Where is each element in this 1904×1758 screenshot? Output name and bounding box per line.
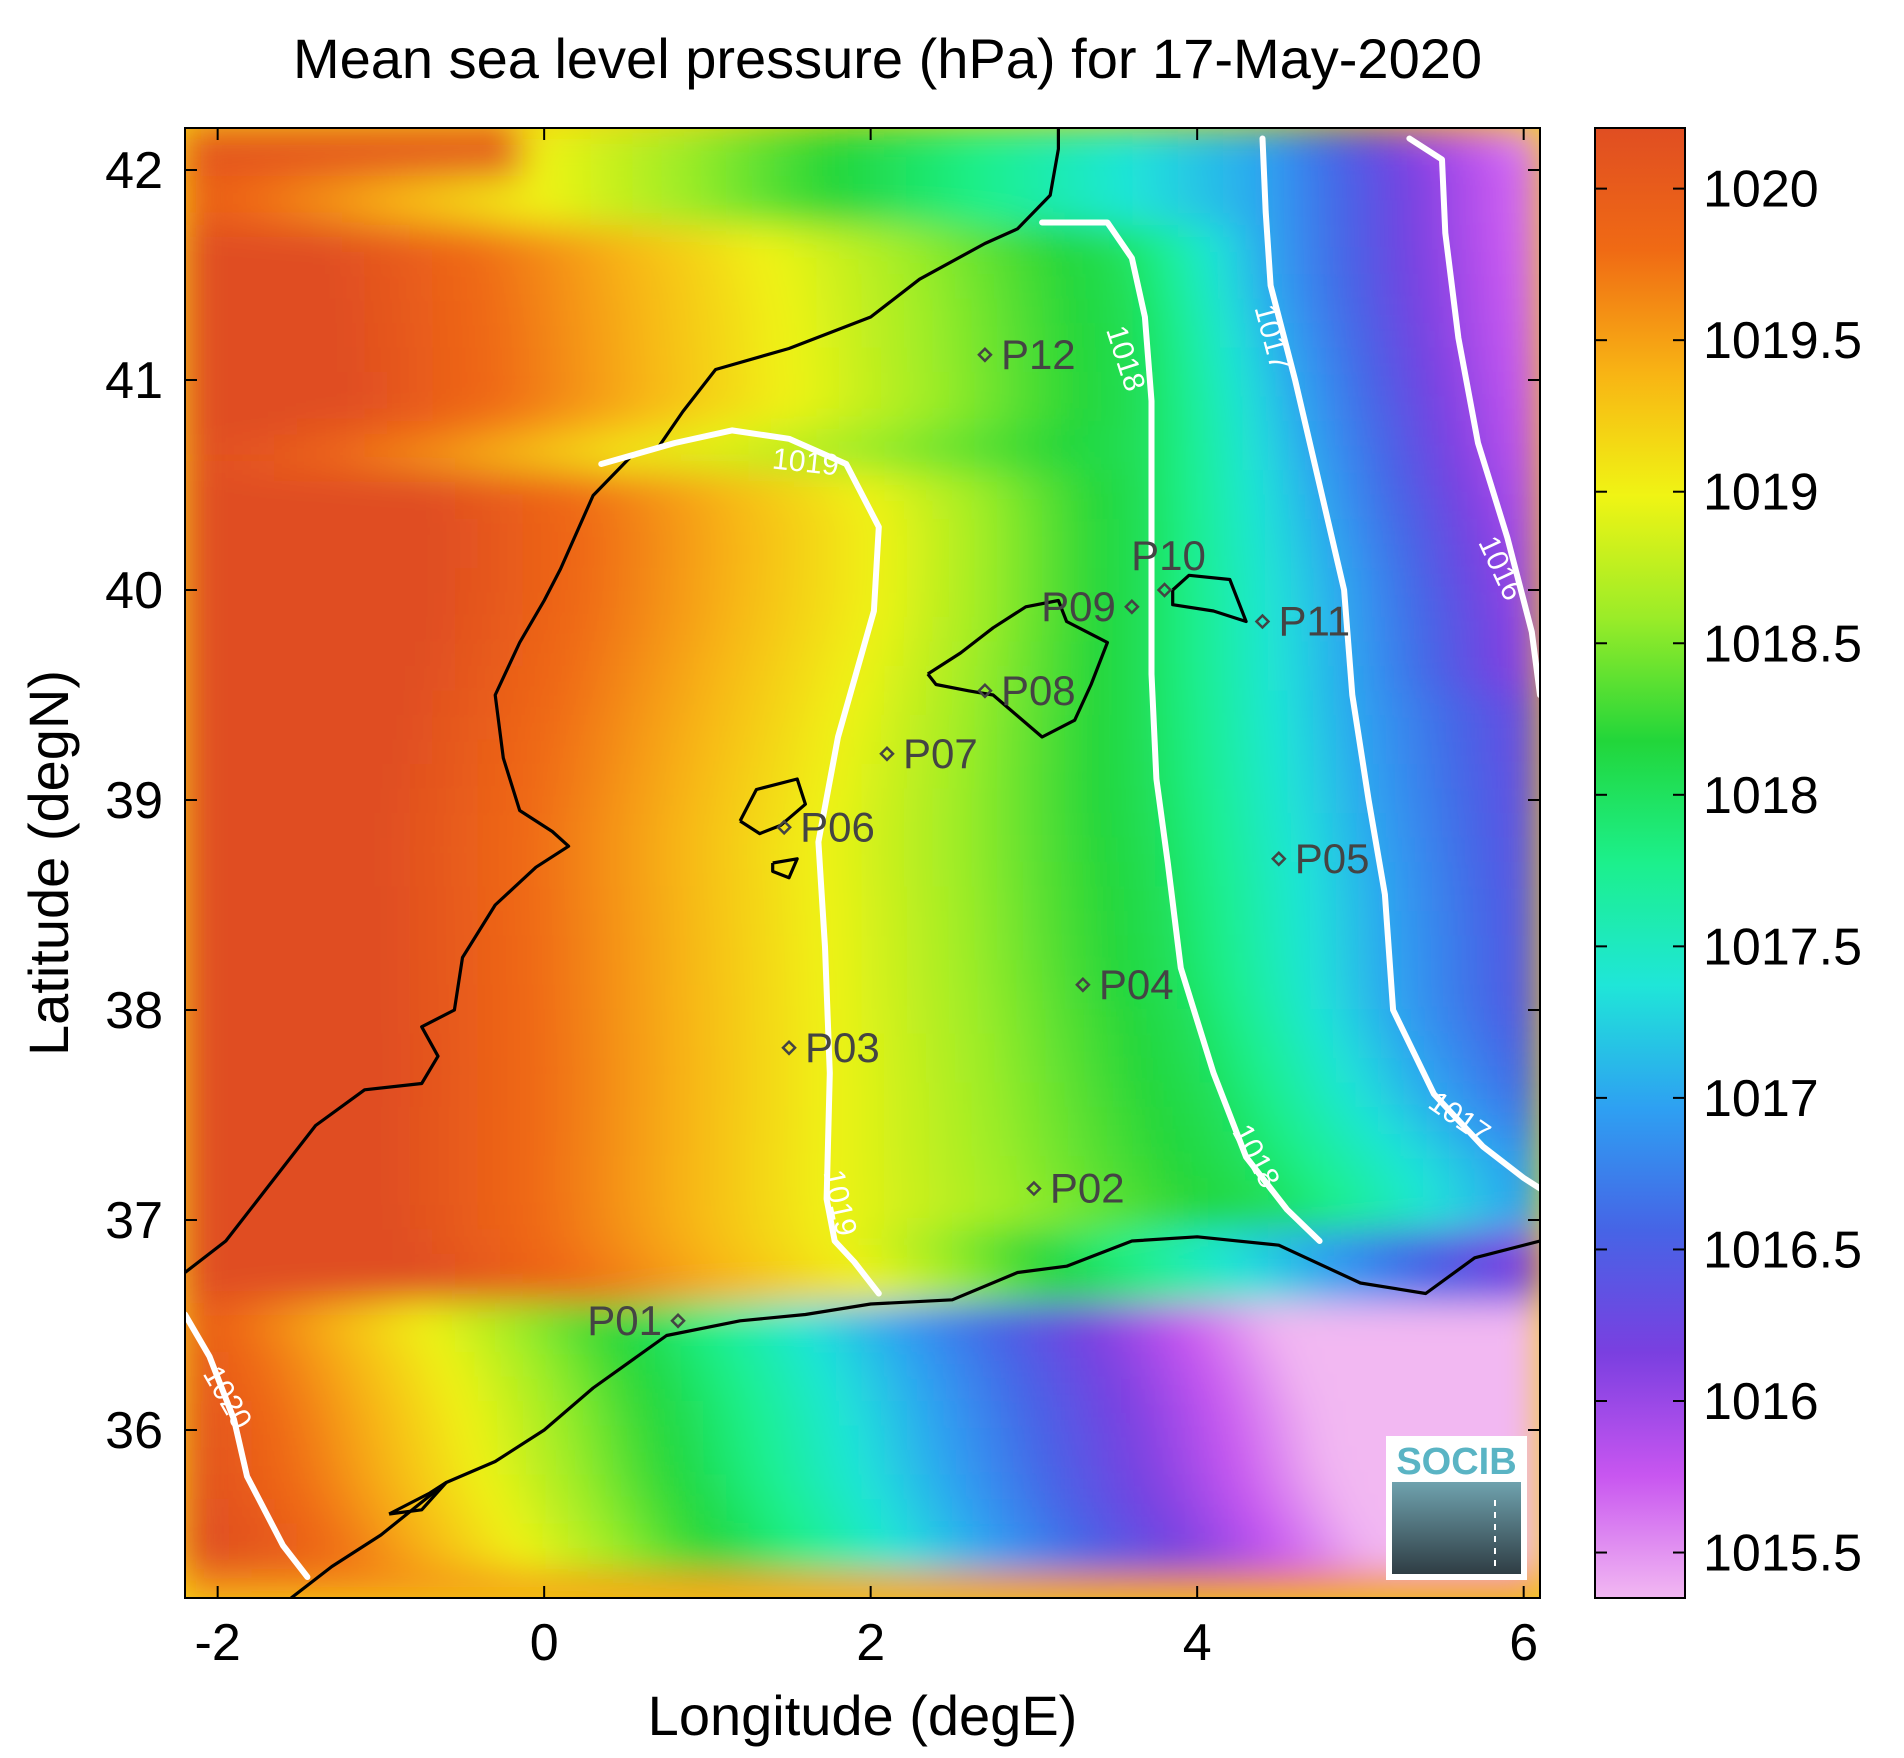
colorbar-tick-label: 1015.5: [1703, 1525, 1862, 1583]
y-axis: 36 37 38 39 40 41 42: [105, 142, 1540, 1460]
x-tick-label: 2: [856, 1614, 885, 1672]
svg-text:SOCIB: SOCIB: [1396, 1441, 1516, 1483]
coastline: [1171, 573, 1248, 624]
y-tick-label: 37: [105, 1192, 163, 1250]
coastline: [926, 598, 1109, 739]
isobar-1018: [1039, 219, 1323, 1244]
station-marker: [1026, 1180, 1042, 1197]
station-label: P11: [1278, 598, 1350, 645]
station-marker: [1254, 613, 1271, 630]
y-tick-label: 40: [105, 562, 163, 620]
y-tick-label: 38: [105, 982, 163, 1040]
x-tick-label: 0: [530, 1614, 559, 1672]
coastline: [185, 128, 1060, 1274]
colorbar-tick-label: 1020: [1703, 161, 1819, 219]
station-label: P06: [800, 803, 875, 850]
colorbar-tick-label: 1016.5: [1703, 1221, 1862, 1279]
plot-frame: [184, 127, 1541, 1599]
pressure-field: [185, 128, 1540, 1598]
x-axis: -2 0 2 4 6: [195, 128, 1538, 1672]
coastlines: [185, 128, 1540, 1598]
x-tick-label: 4: [1183, 1614, 1212, 1672]
station-label: P03: [805, 1024, 880, 1071]
colorbar-tick-label: 1016: [1703, 1373, 1819, 1431]
station-p02: P02: [1026, 1165, 1125, 1212]
y-tick-label: 36: [105, 1402, 163, 1460]
isobar-1019: [598, 427, 882, 1297]
isobar-1020: [185, 1311, 311, 1580]
station-marker: [781, 1040, 797, 1056]
colorbar-tick-label: 1017.5: [1703, 918, 1862, 976]
station-marker: [977, 683, 993, 699]
station-p04: P04: [1075, 961, 1174, 1008]
station-marker: [1271, 851, 1287, 867]
station-marker: [977, 347, 993, 363]
station-p03: P03: [781, 1024, 880, 1071]
station-label: P12: [1001, 331, 1076, 378]
station-p12: P12: [977, 331, 1076, 378]
y-tick-label: 42: [105, 142, 163, 200]
isobar-label: 1019: [771, 443, 841, 483]
y-axis-label: Latitude (degN): [17, 670, 80, 1056]
colorbar-tick-label: 1017: [1703, 1070, 1819, 1128]
coastline: [388, 1480, 448, 1516]
station-label: P02: [1050, 1165, 1125, 1212]
station-p11: P11: [1254, 598, 1350, 645]
y-tick-label: 41: [105, 352, 163, 410]
chart-title: Mean sea level pressure (hPa) for 17-May…: [293, 27, 1482, 90]
coastline: [771, 857, 799, 880]
station-marker: [1075, 977, 1091, 993]
station-p10: P10: [1131, 532, 1206, 598]
isobar-1017: [1259, 135, 1540, 1192]
coastline: [290, 1235, 1540, 1598]
station-label: P04: [1099, 961, 1174, 1008]
station-marker: [670, 1313, 686, 1329]
station-p09: P09: [1041, 583, 1140, 630]
colorbar-ticks: 1015.5 1016 1016.5 1017 1017.5 1018 1018.5 1019…: [1595, 161, 1862, 1583]
isobar-1016: [1406, 135, 1540, 698]
station-label: P09: [1041, 583, 1116, 630]
station-label: P01: [587, 1297, 662, 1344]
stations: P01 P02 P03 P04 P05 P06 P07 P08 P09 P10 P11 P12: [587, 331, 1369, 1344]
station-marker: [1156, 582, 1173, 598]
station-marker: [1124, 599, 1140, 615]
colorbar-tick-label: 1018.5: [1703, 615, 1862, 673]
colorbar: [1594, 127, 1686, 1599]
x-tick-label: 6: [1509, 1614, 1538, 1672]
socib-logo: SOCIB: [1386, 1436, 1527, 1580]
station-p08: P08: [977, 667, 1076, 714]
station-p07: P07: [879, 730, 978, 777]
colorbar-tick-label: 1019.5: [1703, 312, 1862, 370]
station-p01: P01: [587, 1297, 686, 1344]
station-p05: P05: [1271, 835, 1370, 882]
x-axis-label: Longitude (degE): [648, 1684, 1078, 1747]
station-label: P07: [903, 730, 978, 777]
station-marker: [776, 819, 792, 836]
station-marker: [879, 746, 895, 762]
colorbar-tick-label: 1018: [1703, 767, 1819, 825]
station-p06: P06: [776, 803, 875, 850]
x-tick-label: -2: [195, 1614, 241, 1672]
coastline: [738, 777, 807, 836]
station-label: P10: [1131, 532, 1206, 579]
colorbar-tick-label: 1019: [1703, 464, 1819, 522]
station-label: P08: [1001, 667, 1076, 714]
y-tick-label: 39: [105, 772, 163, 830]
station-label: P05: [1295, 835, 1370, 882]
